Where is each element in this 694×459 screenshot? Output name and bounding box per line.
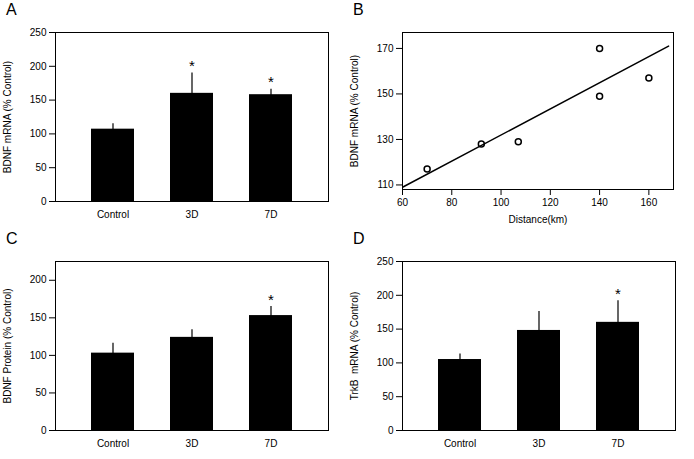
svg-text:*: *	[268, 73, 274, 90]
svg-text:0: 0	[41, 196, 47, 207]
svg-text:100: 100	[30, 128, 47, 139]
svg-text:120: 120	[542, 197, 559, 208]
html-text:D: D	[353, 230, 365, 247]
svg-text:7D: 7D	[265, 209, 278, 220]
svg-text:3D: 3D	[533, 438, 546, 449]
svg-text:160: 160	[641, 197, 658, 208]
svg-text:100: 100	[30, 350, 47, 361]
svg-text:7D: 7D	[265, 438, 278, 449]
svg-text:3D: 3D	[186, 209, 199, 220]
svg-text:50: 50	[35, 387, 47, 398]
svg-text:80: 80	[446, 197, 458, 208]
svg-text:50: 50	[382, 391, 394, 402]
html-text:A: A	[6, 1, 17, 18]
svg-text:TrkB mRNA (% Control): TrkB mRNA (% Control)	[349, 292, 360, 401]
svg-text:200: 200	[30, 274, 47, 285]
svg-text:3D: 3D	[186, 438, 199, 449]
svg-text:Control: Control	[97, 438, 129, 449]
svg-text:BDNF mRNA (% Control): BDNF mRNA (% Control)	[2, 61, 13, 173]
svg-text:150: 150	[30, 94, 47, 105]
svg-text:170: 170	[377, 43, 394, 54]
svg-text:110: 110	[378, 179, 394, 190]
svg-text:60: 60	[397, 197, 409, 208]
svg-text:0: 0	[388, 425, 394, 436]
svg-text:*: *	[268, 291, 274, 308]
svg-text:250: 250	[30, 27, 47, 38]
svg-text:BDNF mRNA (% Control): BDNF mRNA (% Control)	[349, 55, 360, 167]
html-text:B: B	[353, 1, 364, 18]
svg-text:*: *	[189, 57, 195, 74]
svg-text:250: 250	[377, 256, 394, 267]
svg-text:140: 140	[591, 197, 608, 208]
svg-text:150: 150	[377, 88, 394, 99]
svg-text:200: 200	[377, 290, 394, 301]
svg-text:Control: Control	[97, 209, 129, 220]
html-text:C: C	[6, 230, 18, 247]
svg-text:Distance(km): Distance(km)	[509, 214, 568, 225]
svg-text:130: 130	[377, 134, 394, 145]
svg-text:150: 150	[377, 323, 394, 334]
svg-text:Control: Control	[444, 438, 476, 449]
svg-text:100: 100	[493, 197, 510, 208]
svg-text:7D: 7D	[612, 438, 625, 449]
svg-text:0: 0	[41, 425, 47, 436]
svg-text:BDNF Protein (% Control): BDNF Protein (% Control)	[2, 288, 13, 403]
svg-text:50: 50	[35, 162, 47, 173]
svg-text:200: 200	[30, 61, 47, 72]
svg-text:100: 100	[377, 357, 394, 368]
svg-text:150: 150	[30, 312, 47, 323]
svg-text:*: *	[615, 285, 621, 302]
